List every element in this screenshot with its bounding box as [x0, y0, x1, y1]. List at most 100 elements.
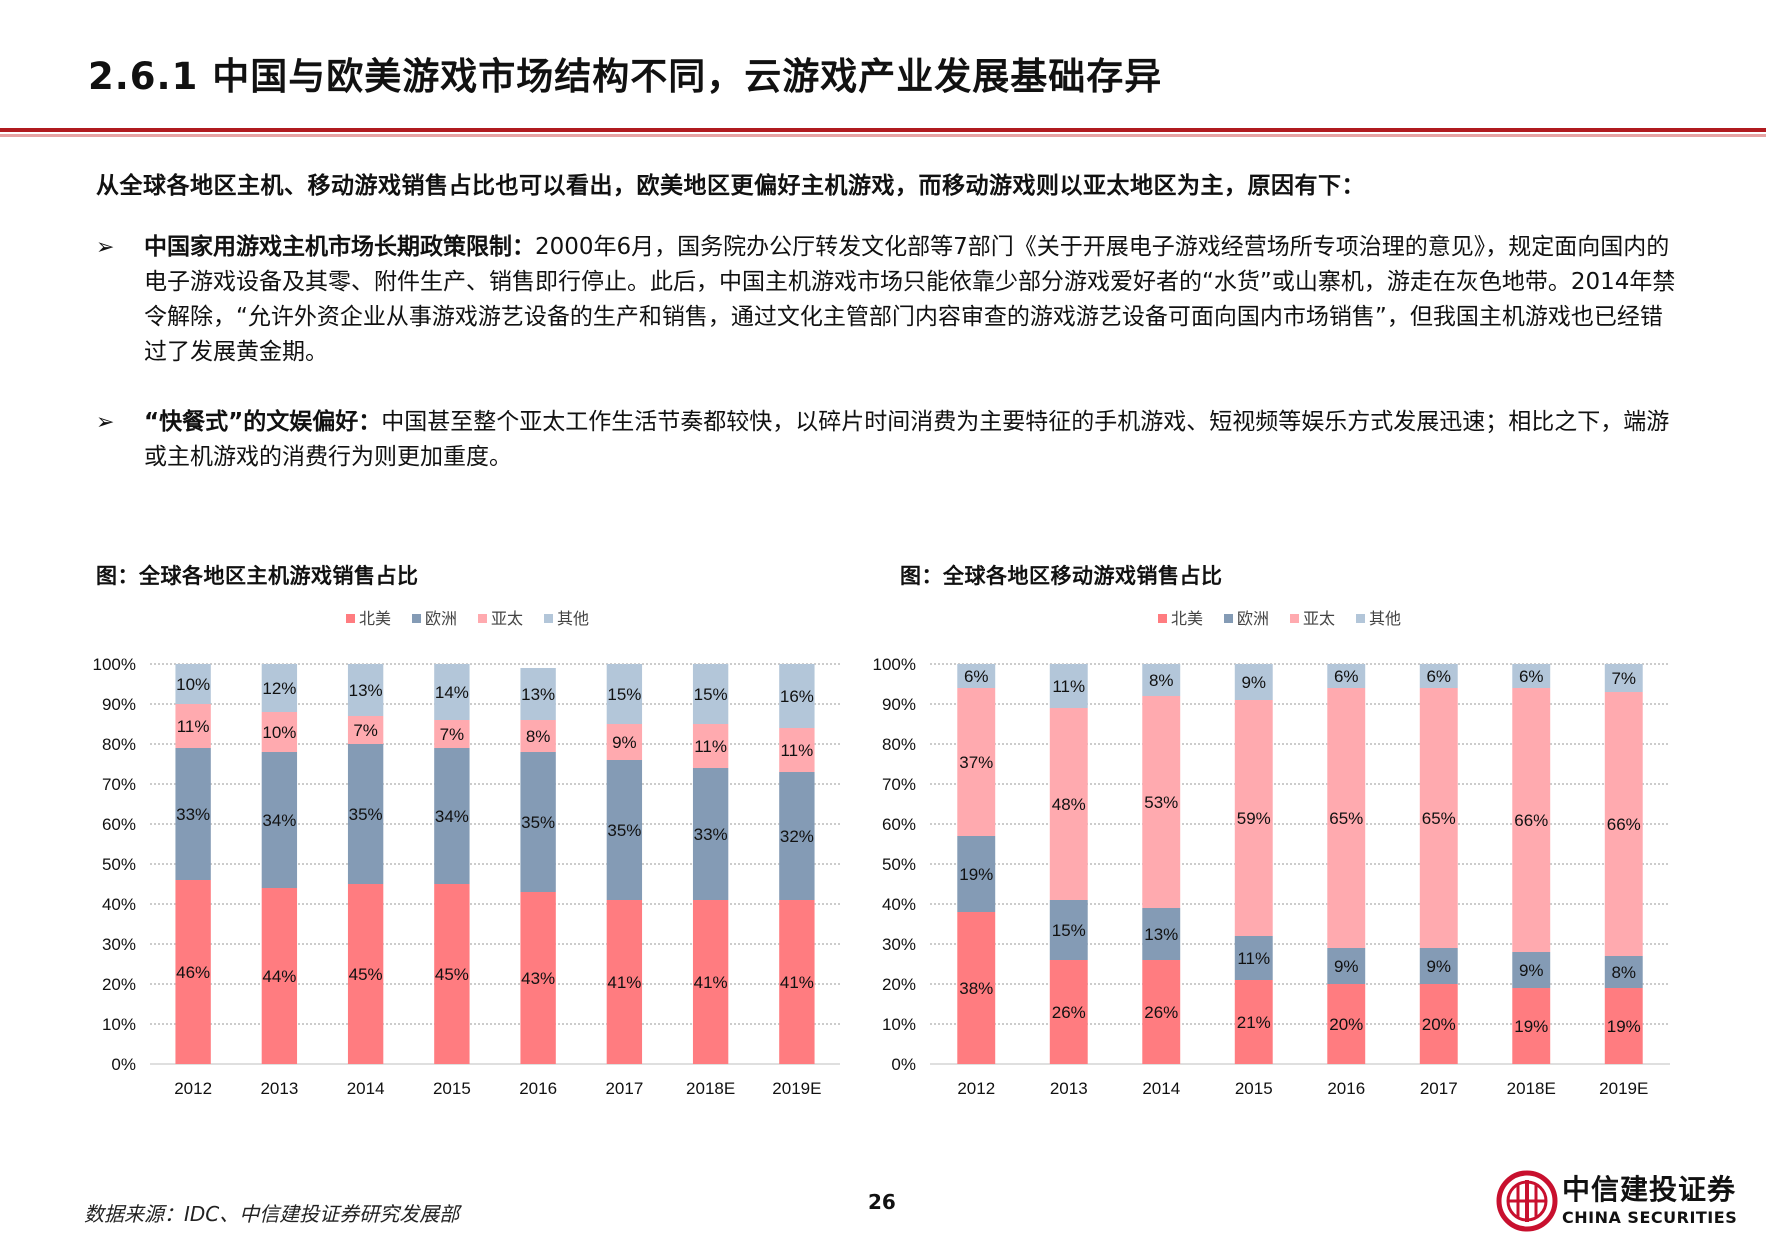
bar-segment-北美 [175, 880, 211, 1064]
legend-label: 欧洲 [425, 609, 457, 628]
bar-segment-欧洲 [520, 752, 556, 892]
data-label: 11% [694, 737, 727, 756]
data-label: 41% [694, 973, 728, 992]
data-label: 11% [780, 741, 813, 760]
bar-segment-欧洲 [175, 748, 211, 880]
bar-segment-北美 [692, 900, 729, 1064]
bar-segment-北美 [261, 888, 298, 1064]
data-label: 37% [959, 753, 993, 772]
data-label: 35% [607, 821, 641, 840]
y-tick-label: 40% [882, 895, 916, 914]
bar-segment-其他 [1512, 664, 1551, 688]
bar-segment-欧洲 [1327, 948, 1366, 984]
data-label: 35% [521, 813, 555, 832]
legend-swatch [1158, 614, 1167, 623]
mobile-sales-chart: 0% 10% 20% 30% 40% 50% 60% 70% 80% 90% 100% 38% 19% 3… [873, 609, 1670, 1098]
x-tick-label: 2018E [686, 1079, 735, 1098]
bar-segment-其他 [957, 664, 996, 688]
y-tick-label: 0% [891, 1055, 916, 1074]
data-label: 12% [262, 679, 296, 698]
data-label: 14% [435, 683, 469, 702]
bar-segment-亚太 [1234, 700, 1273, 936]
legend-label: 其他 [557, 609, 589, 628]
bar-segment-北美 [1512, 988, 1551, 1064]
data-label: 15% [694, 685, 728, 704]
data-label: 38% [959, 979, 993, 998]
data-label: 26% [1144, 1003, 1178, 1022]
data-label: 8% [526, 727, 551, 746]
bar-segment-亚太 [1327, 688, 1366, 948]
data-label: 46% [176, 963, 210, 982]
legend-label: 欧洲 [1237, 609, 1269, 628]
title-divider-accent [0, 134, 1766, 137]
data-label: 45% [349, 965, 383, 984]
bar-segment-其他 [520, 668, 556, 720]
legend-label: 亚太 [491, 609, 523, 628]
page-number: 26 [868, 1190, 896, 1214]
data-label: 8% [1149, 671, 1174, 690]
bar-segment-北美 [1419, 984, 1458, 1064]
data-label: 13% [521, 685, 555, 704]
data-label: 7% [440, 725, 465, 744]
bar-segment-欧洲 [1604, 956, 1643, 988]
data-label: 6% [964, 667, 989, 686]
bar-segment-亚太 [606, 724, 643, 760]
data-label: 13% [1144, 925, 1178, 944]
bullet-heading: “快餐式”的文娱偏好： [144, 409, 382, 435]
data-label: 9% [1334, 957, 1359, 976]
bar-segment-亚太 [1049, 708, 1088, 900]
bar-segment-亚太 [1512, 688, 1551, 952]
y-tick-label: 90% [882, 695, 916, 714]
page-title: 2.6.1 中国与欧美游戏市场结构不同，云游戏产业发展基础存异 [88, 55, 1163, 98]
x-tick-label: 2014 [347, 1079, 385, 1098]
x-tick-label: 2016 [1327, 1079, 1365, 1098]
data-label: 33% [694, 825, 728, 844]
title-divider [0, 128, 1766, 132]
bar-segment-北美 [1234, 980, 1273, 1064]
bullet-preference: ➢ “快餐式”的文娱偏好：中国甚至整个亚太工作生活节奏都较快，以碎片时间消费为主… [96, 405, 1676, 475]
bar-segment-北美 [1327, 984, 1366, 1064]
data-label: 32% [780, 827, 814, 846]
y-tick-label: 90% [102, 695, 136, 714]
bar-segment-其他 [1419, 664, 1458, 688]
bar-segment-欧洲 [347, 744, 384, 884]
bar-segment-欧洲 [957, 836, 996, 912]
company-logo: 中信建投证券 CHINA SECURITIES [1496, 1166, 1746, 1238]
data-label: 15% [607, 685, 641, 704]
bar-segment-亚太 [520, 720, 556, 752]
bar-segment-欧洲 [1419, 948, 1458, 984]
data-source-note: 数据来源：IDC、中信建投证券研究发展部 [84, 1202, 460, 1226]
bar-segment-北美 [779, 900, 815, 1064]
bar-segment-其他 [261, 664, 298, 712]
y-tick-label: 20% [882, 975, 916, 994]
data-label: 16% [780, 687, 814, 706]
data-label: 59% [1237, 809, 1271, 828]
y-tick-label: 70% [102, 775, 136, 794]
data-label: 21% [1237, 1013, 1271, 1032]
bullet-policy: ➢ 中国家用游戏主机市场长期政策限制：2000年6月，国务院办公厅转发文化部等7… [96, 230, 1676, 370]
y-tick-label: 60% [882, 815, 916, 834]
data-label: 43% [521, 969, 555, 988]
data-label: 45% [435, 965, 469, 984]
console-sales-chart: 0% 10% 20% 30% 40% 50% 60% 70% 80% 90% 100% 46% 33% 1… [93, 609, 840, 1098]
y-tick-label: 0% [111, 1055, 136, 1074]
bar-segment-其他 [175, 664, 211, 704]
y-tick-label: 50% [882, 855, 916, 874]
data-label: 19% [1514, 1017, 1548, 1036]
data-label: 65% [1329, 809, 1363, 828]
y-tick-label: 30% [882, 935, 916, 954]
data-label: 35% [349, 805, 383, 824]
x-tick-label: 2017 [1420, 1079, 1458, 1098]
data-label: 34% [262, 811, 296, 830]
data-label: 6% [1426, 667, 1451, 686]
data-label: 7% [1611, 669, 1636, 688]
bar-segment-北美 [1049, 960, 1088, 1064]
bar-segment-欧洲 [1142, 908, 1181, 960]
bar-segment-亚太 [1142, 696, 1181, 908]
bar-segment-其他 [1049, 664, 1088, 708]
bar-segment-其他 [692, 664, 729, 724]
data-label: 11% [1052, 677, 1085, 696]
data-label: 20% [1329, 1015, 1363, 1034]
bar-segment-欧洲 [434, 748, 470, 884]
arrow-bullet-icon: ➢ [96, 235, 115, 260]
